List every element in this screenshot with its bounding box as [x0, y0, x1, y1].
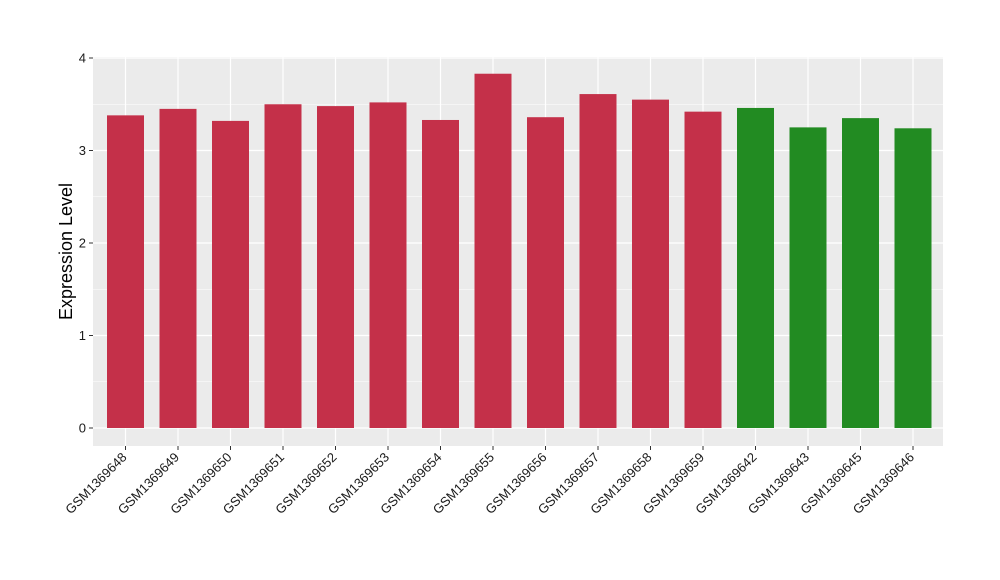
bar-GSM1369658 — [632, 99, 669, 428]
x-axis: GSM1369648GSM1369649GSM1369650GSM1369651… — [62, 446, 917, 517]
bar-GSM1369646 — [894, 128, 932, 429]
y-axis: 0 1 2 3 4 — [79, 51, 93, 436]
y-tick-label: 2 — [79, 236, 86, 251]
bar-GSM1369659 — [684, 111, 722, 429]
y-tick-label: 0 — [79, 421, 86, 436]
bars — [107, 73, 932, 429]
bar-GSM1369653 — [369, 102, 407, 429]
bar-GSM1369643 — [789, 127, 827, 428]
y-axis-title: Expression Level — [56, 183, 76, 320]
bar-GSM1369656 — [527, 117, 564, 428]
bar-GSM1369654 — [422, 119, 459, 428]
bar-GSM1369652 — [317, 106, 354, 428]
bar-GSM1369651 — [264, 104, 302, 428]
bar-GSM1369655 — [474, 73, 512, 428]
bar-GSM1369645 — [842, 118, 879, 428]
bar-GSM1369657 — [579, 94, 617, 428]
bar-GSM1369649 — [159, 108, 197, 428]
y-tick-label: 3 — [79, 143, 86, 158]
y-tick-label: 1 — [79, 328, 86, 343]
bar-GSM1369642 — [737, 107, 774, 428]
bar-GSM1369650 — [212, 120, 249, 429]
bar-GSM1369648 — [107, 115, 144, 428]
y-tick-label: 4 — [79, 51, 86, 66]
